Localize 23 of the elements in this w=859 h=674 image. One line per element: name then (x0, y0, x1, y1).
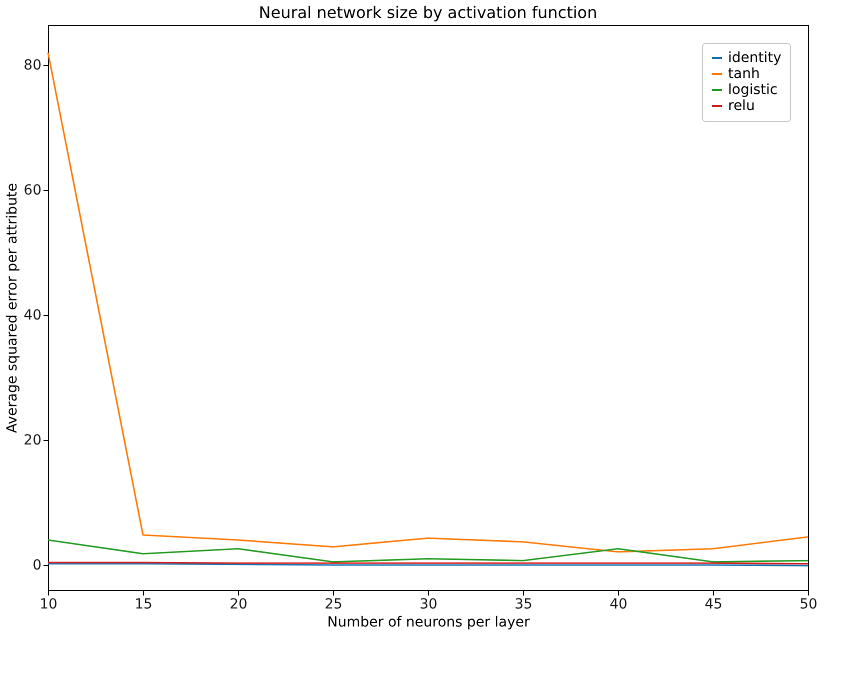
y-tick-label: 20 (24, 432, 42, 448)
y-axis-title: Average squared error per attribute (4, 182, 21, 434)
y-tick-label: 0 (32, 558, 42, 574)
chart-title: Neural network size by activation function (258, 3, 598, 22)
legend-label: identity (728, 50, 782, 66)
x-tick-label: 25 (324, 596, 342, 612)
y-tick-label: 80 (24, 58, 42, 74)
x-tick-label: 30 (420, 596, 438, 612)
x-axis-title: Number of neurons per layer (327, 614, 530, 630)
legend-label: tanh (728, 66, 760, 82)
x-tick-label: 45 (704, 596, 722, 612)
y-tick-label: 40 (24, 308, 42, 324)
legend-label: relu (728, 98, 755, 114)
x-tick-label: 10 (40, 596, 58, 612)
x-tick-label: 40 (610, 596, 628, 612)
line-series (47, 539, 809, 563)
y-tick-label: 60 (24, 182, 42, 198)
x-tick-label: 15 (134, 596, 152, 612)
x-tick-label: 35 (514, 596, 532, 612)
x-tick-label: 20 (230, 596, 248, 612)
line-series (47, 52, 809, 553)
legend-label: logistic (728, 82, 778, 98)
x-tick-label: 50 (800, 596, 818, 612)
